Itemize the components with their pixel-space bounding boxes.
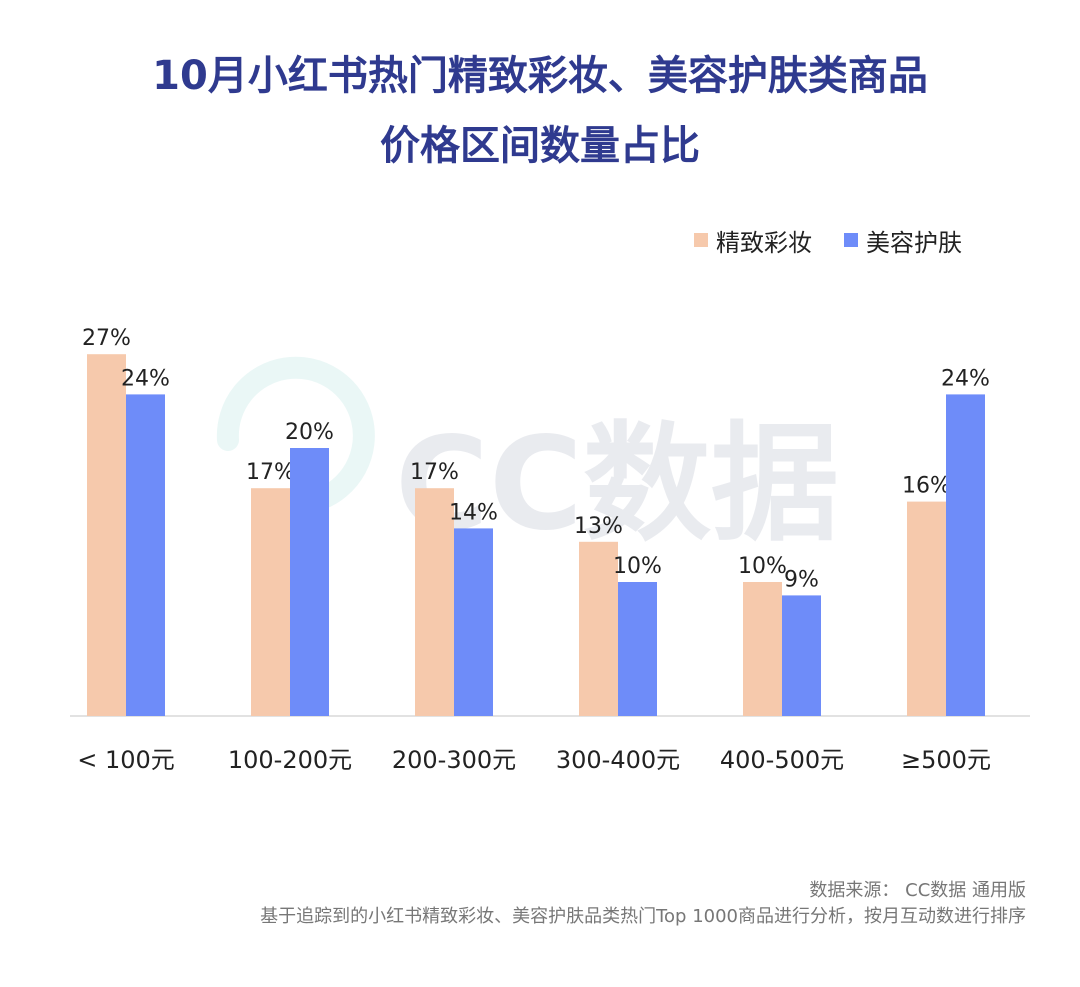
legend-swatch-skincare — [844, 233, 858, 247]
data-label-skincare-5: 24% — [941, 366, 990, 391]
x-tick-label-3: 300-400元 — [556, 746, 680, 774]
legend-item-skincare: 美容护肤 — [844, 223, 962, 258]
x-tick-label-5: ≥500元 — [901, 746, 991, 774]
data-label-makeup-0: 27% — [82, 326, 131, 351]
legend-item-makeup: 精致彩妆 — [694, 223, 812, 258]
bar-skincare-1 — [290, 448, 329, 716]
legend-label-makeup: 精致彩妆 — [716, 228, 812, 257]
x-tick-label-4: 400-500元 — [720, 746, 844, 774]
data-label-makeup-5: 16% — [902, 474, 951, 499]
watermark: CC数据 — [216, 356, 839, 559]
x-tick-label-1: 100-200元 — [228, 746, 352, 774]
data-label-makeup-3: 13% — [574, 514, 623, 539]
data-label-skincare-0: 24% — [121, 366, 170, 391]
data-label-skincare-1: 20% — [285, 420, 334, 445]
data-label-makeup-1: 17% — [246, 460, 295, 485]
bar-skincare-5 — [946, 394, 985, 716]
data-label-skincare-2: 14% — [449, 500, 498, 525]
chart-legend: 精致彩妆 美容护肤 — [694, 222, 962, 258]
legend-label-skincare: 美容护肤 — [866, 228, 962, 257]
bar-makeup-4 — [743, 582, 782, 716]
data-label-skincare-4: 9% — [784, 567, 819, 592]
source-line-1: 数据来源： CC数据 通用版 — [809, 880, 1026, 901]
bar-skincare-2 — [454, 528, 493, 716]
bar-skincare-3 — [618, 582, 657, 716]
watermark-logo-icon — [216, 356, 375, 511]
bar-skincare-4 — [782, 595, 821, 716]
data-label-makeup-2: 17% — [410, 460, 459, 485]
x-tick-label-0: < 100元 — [77, 746, 175, 774]
bar-makeup-0 — [87, 354, 126, 716]
bar-makeup-2 — [415, 488, 454, 716]
chart-title-line-2: 价格区间数量占比 — [380, 123, 700, 169]
legend-swatch-makeup — [694, 233, 708, 247]
source-line-2: 基于追踪到的小红书精致彩妆、美容护肤品类热门Top 1000商品进行分析，按月互… — [260, 906, 1026, 927]
data-label-makeup-4: 10% — [738, 554, 787, 579]
x-tick-label-2: 200-300元 — [392, 746, 516, 774]
chart-title-line-1: 10月小红书热门精致彩妆、美容护肤类商品 — [152, 53, 928, 99]
data-label-skincare-3: 10% — [613, 554, 662, 579]
bar-makeup-3 — [579, 541, 618, 716]
bar-makeup-1 — [251, 488, 290, 716]
bar-skincare-0 — [126, 394, 165, 716]
bar-makeup-5 — [907, 501, 946, 716]
